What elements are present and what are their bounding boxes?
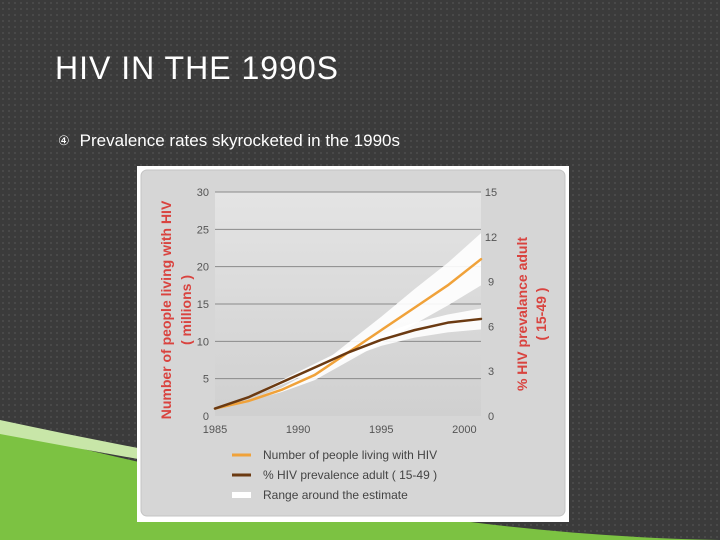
y-tick-label: 20 <box>197 262 209 274</box>
legend-label-prevalence: % HIV prevalence adult ( 15-49 ) <box>263 468 437 482</box>
y2-tick-label: 6 <box>488 321 494 333</box>
hiv-chart: 0 5 10 15 20 25 30 0 3 6 9 12 15 1985 1990 1995 2000 Num… <box>140 169 566 517</box>
y-axis-sublabel: ( millions ) <box>178 275 194 345</box>
y2-tick-label: 3 <box>488 366 494 378</box>
slide-title: HIV IN THE 1990S <box>55 50 339 86</box>
bullet-text: Prevalence rates skyrocketed in the 1990… <box>79 131 400 150</box>
bullet-item: ④ Prevalence rates skyrocketed in the 199… <box>58 131 400 151</box>
y2-axis-label: % HIV prevalance adult <box>514 237 530 391</box>
y-tick-label: 5 <box>203 374 209 386</box>
series-line-prevalence <box>213 317 483 410</box>
y-tick-label: 0 <box>203 411 209 423</box>
legend-label-range: Range around the estimate <box>263 488 408 502</box>
circled-number-four-icon: ④ <box>58 133 70 148</box>
x-tick-label: 2000 <box>452 424 476 436</box>
y-tick-label: 15 <box>197 299 209 311</box>
y2-tick-label: 15 <box>485 187 497 199</box>
y2-tick-label: 9 <box>488 277 494 289</box>
x-tick-label: 1990 <box>286 424 310 436</box>
y2-axis-sublabel: ( 15-49 ) <box>533 288 549 341</box>
y-axis-label: Number of people living with HIV <box>158 200 174 419</box>
x-tick-label: 1985 <box>203 424 227 436</box>
chart-frame: 0 5 10 15 20 25 30 0 3 6 9 12 15 1985 1990 1995 2000 Num… <box>137 166 569 522</box>
y-tick-label: 25 <box>197 224 209 236</box>
legend-swatch-range <box>232 492 251 498</box>
chart-legend: Number of people living with HIV % HIV p… <box>232 448 437 502</box>
y-tick-label: 10 <box>197 336 209 348</box>
legend-label-people: Number of people living with HIV <box>263 448 437 462</box>
y-tick-label: 30 <box>197 187 209 199</box>
y2-tick-label: 12 <box>485 232 497 244</box>
y2-tick-label: 0 <box>488 411 494 423</box>
x-tick-label: 1995 <box>369 424 393 436</box>
